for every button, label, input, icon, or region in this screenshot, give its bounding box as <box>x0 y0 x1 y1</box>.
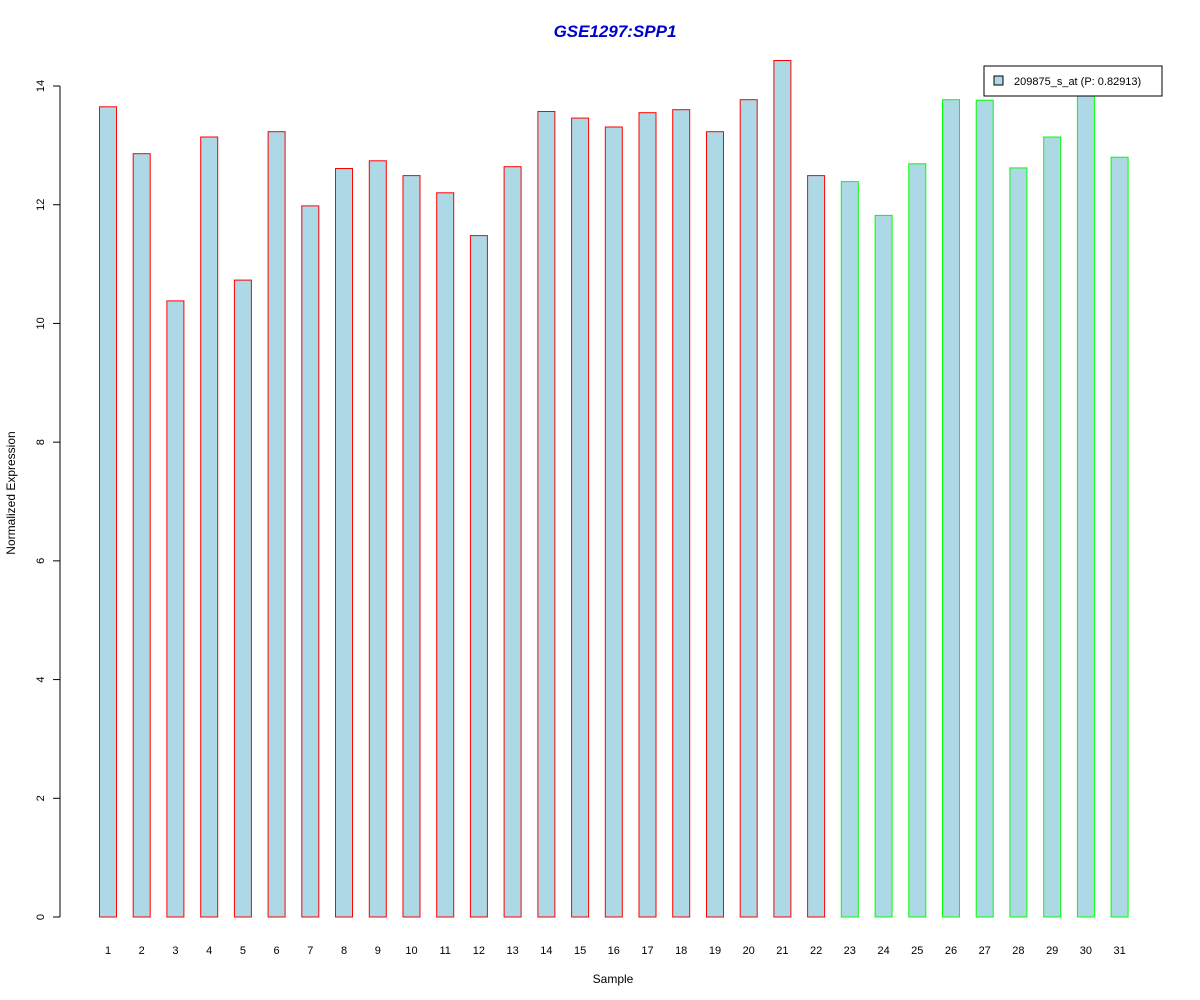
x-tick-label: 9 <box>375 945 381 957</box>
bar-sample-10 <box>402 175 421 918</box>
x-tick-label: 27 <box>979 945 991 957</box>
bar-sample-12 <box>469 235 488 918</box>
x-tick-label: 10 <box>405 945 417 957</box>
x-tick-label: 6 <box>274 945 280 957</box>
y-tick-label: 8 <box>35 439 47 445</box>
bar-sample-11 <box>436 192 455 918</box>
bar-sample-3 <box>166 300 185 918</box>
bar-sample-26 <box>942 99 960 918</box>
x-tick-label: 26 <box>945 945 957 957</box>
x-tick-label: 12 <box>473 945 485 957</box>
bars-group <box>99 60 1129 918</box>
x-axis-label: Sample <box>593 972 634 986</box>
bar-sample-1 <box>99 106 117 918</box>
x-tick-label: 23 <box>844 945 856 957</box>
bar-sample-13 <box>503 166 522 918</box>
bar-sample-21 <box>773 60 792 918</box>
x-tick-label: 5 <box>240 945 246 957</box>
bar-sample-9 <box>368 160 387 918</box>
legend-swatch <box>993 75 1004 86</box>
bar-sample-18 <box>672 109 691 918</box>
bar-sample-22 <box>807 175 826 918</box>
bar-sample-24 <box>874 214 893 918</box>
x-tick-label: 17 <box>641 945 653 957</box>
x-tick-label: 8 <box>341 945 347 957</box>
x-tick-label: 18 <box>675 945 687 957</box>
bar-sample-27 <box>975 99 994 918</box>
bar-sample-6 <box>267 131 286 918</box>
bar-sample-31 <box>1110 156 1129 918</box>
bar-sample-2 <box>132 153 151 918</box>
bar-sample-15 <box>571 117 590 918</box>
y-tick-label: 4 <box>35 677 47 683</box>
x-tick-label: 7 <box>307 945 313 957</box>
x-tick-label: 28 <box>1012 945 1024 957</box>
x-tick-label: 14 <box>540 945 552 957</box>
bar-sample-8 <box>335 168 353 918</box>
legend: 209875_s_at (P: 0.82913) <box>983 65 1163 97</box>
x-tick-labels: 1 2 3 4 5 6 7 8 9 10 11 12 13 14 15 16 17 18 19 20 21 22 23 24 2… <box>105 945 1126 957</box>
bar-sample-5 <box>233 279 252 918</box>
x-tick-label: 22 <box>810 945 822 957</box>
legend-label: 209875_s_at (P: 0.82913) <box>1014 76 1141 88</box>
y-tick-label: 6 <box>35 558 47 564</box>
bar-sample-28 <box>1009 167 1028 918</box>
x-tick-label: 31 <box>1113 945 1125 957</box>
x-tick-label: 30 <box>1080 945 1092 957</box>
bar-sample-23 <box>840 181 859 918</box>
bar-sample-14 <box>537 111 556 918</box>
x-tick-label: 20 <box>743 945 755 957</box>
x-tick-label: 19 <box>709 945 721 957</box>
x-tick-label: 24 <box>877 945 889 957</box>
y-tick-label: 0 <box>35 914 47 920</box>
y-tick-label: 2 <box>35 795 47 801</box>
y-tick-label: 10 <box>35 317 47 329</box>
x-tick-label: 1 <box>105 945 111 957</box>
x-tick-label: 3 <box>172 945 178 957</box>
bar-sample-16 <box>604 126 623 918</box>
bar-sample-29 <box>1043 136 1062 918</box>
legend-box <box>983 65 1163 97</box>
bar-sample-19 <box>706 131 724 918</box>
x-tick-label: 25 <box>911 945 923 957</box>
bar-sample-17 <box>638 112 657 918</box>
chart-title: GSE1297:SPP1 <box>554 22 677 41</box>
bar-sample-20 <box>739 99 758 918</box>
x-tick-label: 11 <box>439 945 450 957</box>
x-tick-label: 2 <box>139 945 145 957</box>
x-tick-label: 13 <box>506 945 518 957</box>
x-tick-label: 4 <box>206 945 212 957</box>
x-tick-label: 21 <box>776 945 788 957</box>
x-tick-label: 16 <box>608 945 620 957</box>
x-tick-label: 15 <box>574 945 586 957</box>
bar-sample-30 <box>1076 95 1095 918</box>
y-axis-label: Normalized Expression <box>4 431 18 554</box>
y-tick-label: 12 <box>35 199 47 211</box>
bar-sample-4 <box>200 136 219 918</box>
y-tick-label: 14 <box>35 80 47 92</box>
bar-sample-7 <box>301 205 320 918</box>
y-axis: 0 2 4 6 8 10 12 14 <box>35 80 61 920</box>
x-tick-label: 29 <box>1046 945 1058 957</box>
bar-sample-25 <box>908 163 927 918</box>
